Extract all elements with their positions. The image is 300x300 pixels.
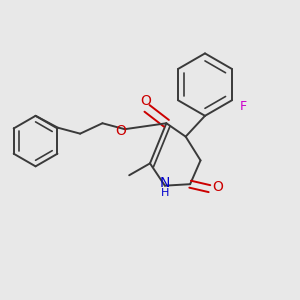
Text: N: N (160, 176, 170, 190)
Text: O: O (212, 180, 223, 194)
Text: O: O (115, 124, 126, 138)
Text: H: H (161, 188, 169, 198)
Text: O: O (140, 94, 151, 108)
Text: F: F (239, 100, 246, 113)
